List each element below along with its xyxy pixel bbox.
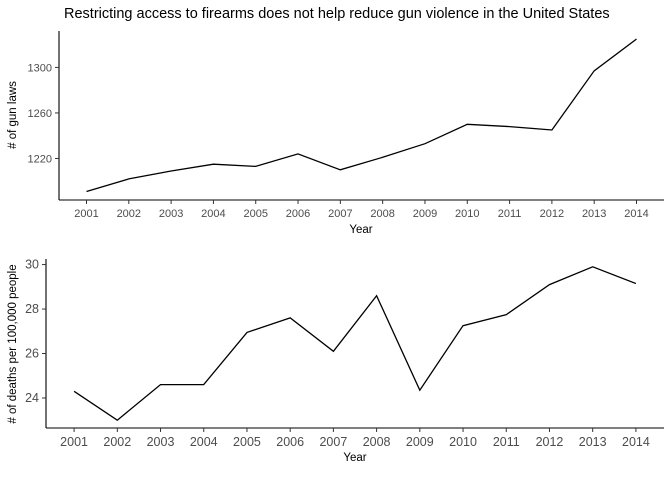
panel2-y-tick-label: 30 (25, 258, 39, 272)
panel1-x-tick-label: 2006 (286, 208, 310, 220)
panel2-y-tick-label: 28 (25, 302, 39, 316)
panel2-x-tick-label: 2009 (406, 435, 434, 449)
panel2-x-tick-label: 2014 (622, 435, 650, 449)
panel1-x-tick-label: 2004 (201, 208, 225, 220)
panel2-x-axis-label: Year (343, 452, 366, 464)
panel1-y-tick-label: 1260 (28, 108, 52, 120)
panel-gun-laws: 1220 1260 1300 2001 2002 2003 2004 2005 2006 200… (7, 31, 664, 236)
chart-title: Restricting access to firearms does not … (64, 6, 610, 22)
panel2-y-tick-label: 24 (25, 391, 39, 405)
panel2-x-tick-label: 2001 (60, 435, 88, 449)
panel2-x-tick-label: 2013 (579, 435, 607, 449)
panel1-x-tick-label: 2008 (370, 208, 394, 220)
panel2-x-tick-label: 2005 (233, 435, 261, 449)
panel1-x-tick-label: 2007 (328, 208, 352, 220)
panel1-y-tick-label: 1300 (28, 62, 52, 74)
panel1-x-tick-label: 2005 (243, 208, 267, 220)
panel1-x-tick-label: 2001 (74, 208, 98, 220)
panel1-series-line (86, 38, 637, 193)
panel1-x-tick-label: 2012 (540, 208, 564, 220)
panel2-y-tick-label: 26 (25, 347, 39, 361)
panel2-x-tick-label: 2004 (190, 435, 218, 449)
panel2-x-tick-label: 2007 (319, 435, 347, 449)
panel2-x-tick-label: 2006 (276, 435, 304, 449)
panel2-x-tick-label: 2003 (147, 435, 175, 449)
panel2-series-line (73, 266, 637, 422)
panel-deaths: 24 26 28 30 2001 2002 2003 2004 2005 2006 2007 200… (7, 258, 664, 464)
panel2-x-tick-label: 2010 (449, 435, 477, 449)
panel1-x-tick-label: 2002 (117, 208, 141, 220)
panel2-x-tick-label: 2011 (493, 435, 520, 449)
panel2-x-tick-label: 2012 (536, 435, 564, 449)
panel1-x-tick-label: 2011 (498, 208, 522, 220)
panel1-x-tick-label: 2010 (455, 208, 479, 220)
panel1-y-tick-label: 1220 (28, 153, 52, 165)
panel2-y-axis-label: # of deaths per 100,000 people (7, 264, 19, 423)
panel2-x-tick-label: 2002 (103, 435, 131, 449)
panel2-x-tick-label: 2008 (363, 435, 391, 449)
panel1-x-tick-label: 2003 (159, 208, 183, 220)
panel1-x-axis-label: Year (349, 224, 372, 236)
panel1-x-tick-label: 2013 (582, 208, 606, 220)
panel1-y-axis-label: # of gun laws (7, 81, 19, 149)
panel1-x-tick-label: 2009 (413, 208, 437, 220)
panel1-x-tick-label: 2014 (624, 208, 648, 220)
